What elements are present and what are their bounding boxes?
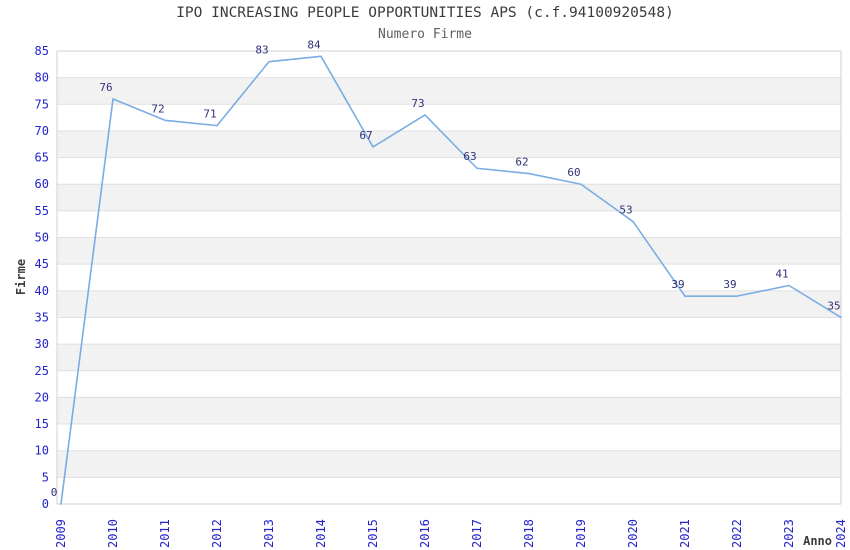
y-tick-label: 80 [35, 71, 49, 85]
chart-title: IPO INCREASING PEOPLE OPPORTUNITIES APS … [176, 5, 674, 21]
y-tick-label: 70 [35, 124, 49, 138]
x-tick-label: 2017 [470, 519, 484, 548]
y-tick-label: 20 [35, 390, 49, 404]
data-line [60, 55, 842, 505]
x-tick-label: 2013 [262, 519, 276, 548]
x-tick-label: 2023 [782, 519, 796, 548]
data-point-label: 41 [775, 267, 788, 280]
band [57, 290, 841, 318]
data-point-label: 71 [203, 108, 216, 121]
x-tick-label: 2024 [834, 519, 848, 548]
band [57, 397, 841, 425]
data-point-label: 84 [307, 38, 321, 51]
x-tick-label: 2021 [678, 519, 692, 548]
data-point-label: 39 [723, 278, 736, 291]
data-point-label: 39 [671, 278, 684, 291]
data-point-label: 76 [99, 81, 112, 94]
x-tick-label: 2012 [210, 519, 224, 548]
y-tick-label: 65 [35, 151, 49, 165]
y-tick-labels: 0 5 10 15 20 25 30 35 40 45 50 55 60 65 70 75 80 85 [35, 44, 49, 511]
data-point-label: 67 [359, 129, 372, 142]
y-tick-label: 40 [35, 284, 49, 298]
y-axis-label: Firme [14, 258, 28, 296]
band [57, 130, 841, 158]
x-tick-label: 2015 [366, 519, 380, 548]
y-tick-label: 50 [35, 231, 49, 245]
y-tick-label: 75 [35, 97, 49, 111]
x-tick-label: 2020 [626, 519, 640, 548]
band [57, 344, 841, 371]
band [57, 184, 841, 211]
y-tick-label: 30 [35, 337, 49, 351]
x-tick-label: 2014 [314, 519, 328, 548]
data-point-label: 0 [51, 486, 58, 499]
x-tick-labels: 2009 2010 2011 2012 2013 2014 2015 2016 2017 2018… [54, 519, 848, 548]
y-tick-label: 25 [35, 364, 49, 378]
x-tick-label: 2009 [54, 519, 68, 548]
data-point-label: 35 [827, 299, 840, 312]
x-tick-label: 2016 [418, 519, 432, 548]
data-labels: 0 76 72 71 83 84 67 73 63 62 60 53 39 39 41 35 [51, 38, 841, 499]
data-point-label: 83 [255, 44, 268, 57]
data-point-label: 72 [151, 102, 164, 115]
y-tick-label: 5 [42, 470, 49, 484]
plot-bands [57, 77, 841, 478]
y-tick-label: 10 [35, 444, 49, 458]
plot-border [56, 50, 842, 505]
data-point-label: 62 [515, 156, 528, 169]
y-tick-label: 45 [35, 257, 49, 271]
x-axis-label: Anno [803, 534, 832, 548]
y-tick-label: 60 [35, 177, 49, 191]
band [57, 450, 841, 478]
x-tick-label: 2010 [106, 519, 120, 548]
data-point-label: 60 [567, 166, 580, 179]
y-tick-label: 0 [42, 497, 49, 511]
data-point-label: 63 [463, 150, 476, 163]
y-tick-label: 15 [35, 417, 49, 431]
band [57, 237, 841, 265]
x-tick-label: 2022 [730, 519, 744, 548]
x-tick-label: 2018 [522, 519, 536, 548]
data-point-label: 53 [619, 204, 632, 217]
band [57, 77, 841, 105]
y-tick-label: 85 [35, 44, 49, 58]
y-tick-label: 35 [35, 310, 49, 324]
x-tick-label: 2011 [158, 519, 172, 548]
chart-subtitle: Numero Firme [378, 27, 472, 42]
y-tick-label: 55 [35, 204, 49, 218]
x-tick-label: 2019 [574, 519, 588, 548]
data-point-label: 73 [411, 97, 424, 110]
